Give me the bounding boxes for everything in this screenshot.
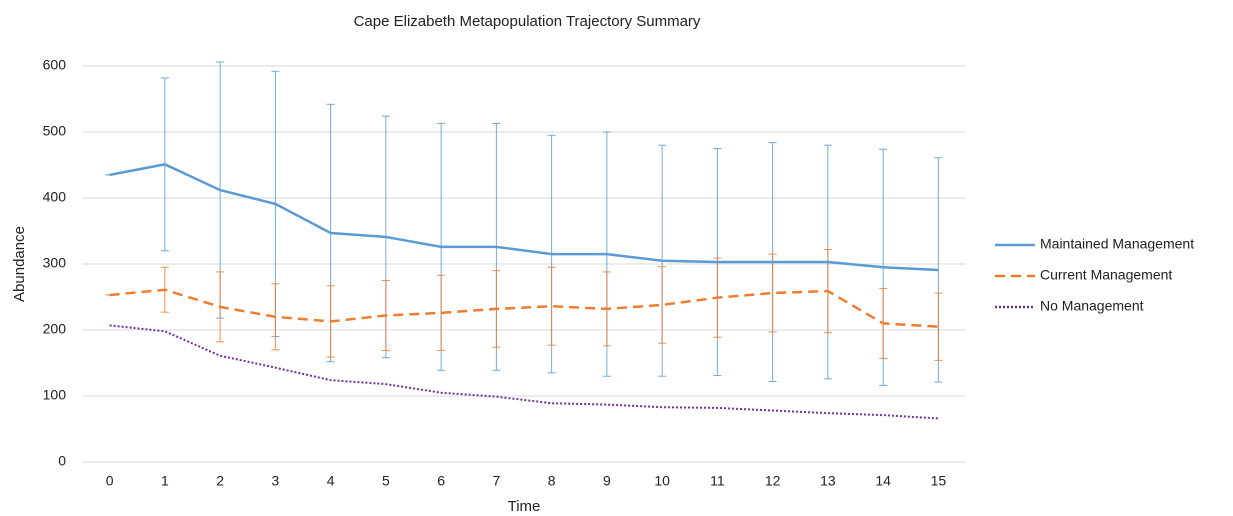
legend-label: Current Management — [1040, 267, 1172, 283]
series-line — [109, 288, 939, 328]
series-line — [109, 324, 939, 420]
x-tick-label: 7 — [492, 473, 500, 489]
x-axis-label: Time — [508, 498, 541, 515]
x-tick-label: 1 — [161, 473, 169, 489]
x-tick-label: 13 — [820, 473, 836, 489]
y-tick-label: 100 — [43, 387, 67, 403]
x-tick-label: 5 — [382, 473, 390, 489]
y-tick-label: 200 — [43, 321, 67, 337]
y-axis-label: Abundance — [11, 226, 28, 302]
x-tick-label: 14 — [875, 473, 891, 489]
series-line — [109, 163, 939, 272]
y-tick-label: 600 — [43, 57, 67, 73]
chart-title: Cape Elizabeth Metapopulation Trajectory… — [354, 13, 701, 30]
y-tick-label: 300 — [43, 255, 67, 271]
x-tick-label: 0 — [106, 473, 114, 489]
x-tick-label: 6 — [437, 473, 445, 489]
legend-label: Maintained Management — [1040, 236, 1194, 252]
y-tick-label: 0 — [58, 453, 66, 469]
x-tick-label: 11 — [710, 473, 725, 489]
error-bar — [658, 266, 667, 344]
x-tick-label: 10 — [654, 473, 670, 489]
y-tick-label: 400 — [43, 189, 67, 205]
error-bar — [547, 266, 556, 346]
y-tick-label: 500 — [43, 123, 67, 139]
legend-label: No Management — [1040, 298, 1144, 314]
x-tick-label: 9 — [603, 473, 611, 489]
error-bar — [768, 253, 777, 333]
x-tick-label: 8 — [548, 473, 556, 489]
error-bar — [437, 274, 446, 351]
x-tick-label: 12 — [765, 473, 781, 489]
x-tick-label: 4 — [327, 473, 335, 489]
error-bar — [934, 292, 943, 361]
x-tick-label: 15 — [931, 473, 947, 489]
x-tick-label: 3 — [271, 473, 279, 489]
x-tick-label: 2 — [216, 473, 224, 489]
